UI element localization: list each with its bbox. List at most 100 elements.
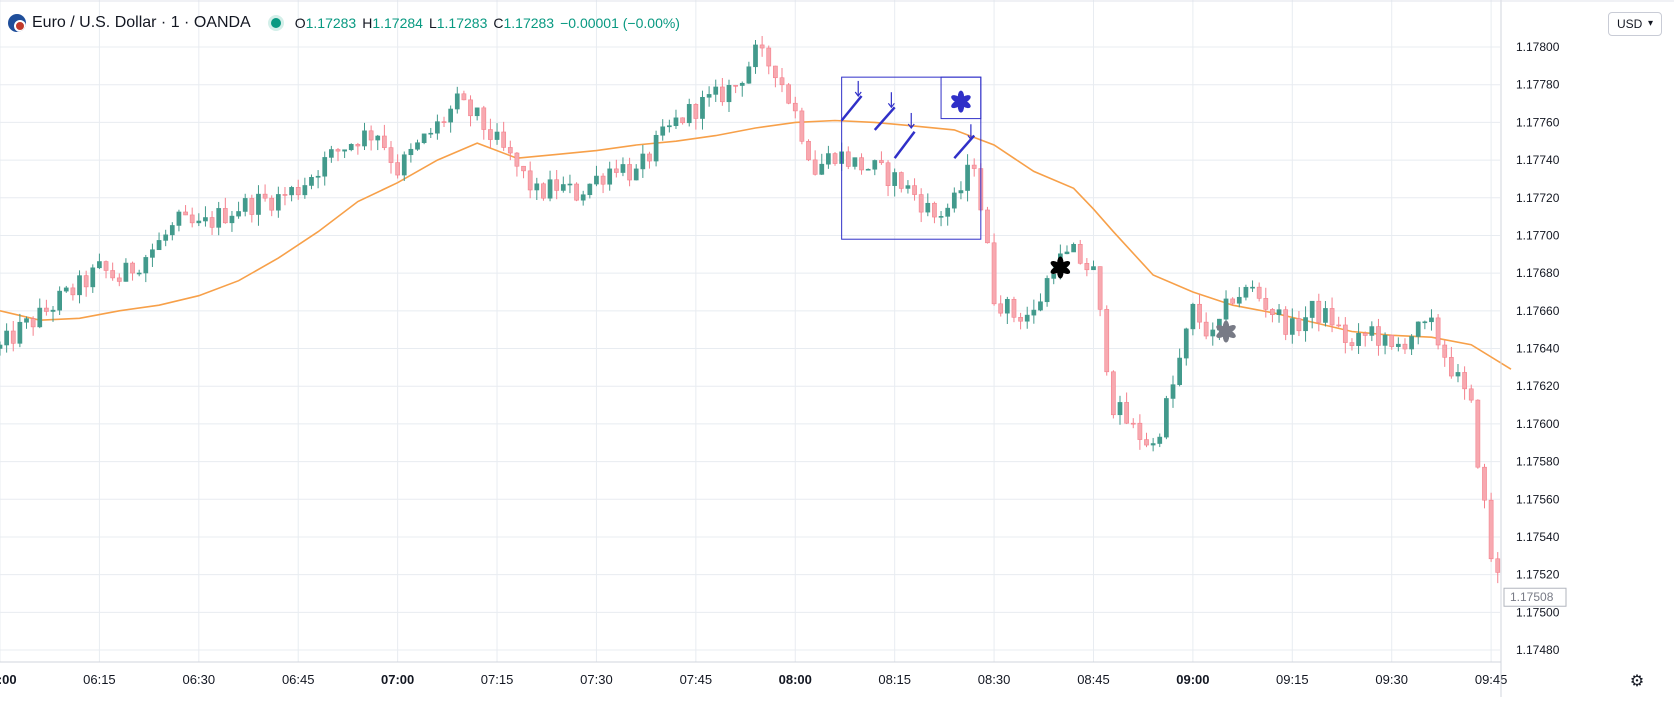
candle-body <box>700 96 705 119</box>
candle-body <box>1137 422 1143 440</box>
candle-body <box>759 44 765 49</box>
arrow-down-icon[interactable] <box>907 112 915 130</box>
legend-header: Euro / U.S. Dollar · 1 · OANDA O1.17283 … <box>8 10 680 36</box>
candle <box>1091 260 1096 271</box>
candle <box>1409 334 1414 356</box>
candle-body <box>1197 303 1202 323</box>
candle <box>1263 287 1269 318</box>
arrow-down-icon[interactable] <box>967 124 975 141</box>
candle <box>958 181 964 200</box>
candle-body <box>1323 308 1328 323</box>
candle <box>1243 284 1249 301</box>
candle-body <box>1402 343 1408 350</box>
candle <box>1349 338 1355 351</box>
ohlc-open: O1.17283 <box>294 15 357 31</box>
candle-body <box>998 303 1004 314</box>
candle <box>90 264 96 293</box>
time-tick-label: 09:15 <box>1276 672 1309 687</box>
candle <box>169 222 175 241</box>
candle-body <box>1462 372 1467 390</box>
candle <box>1097 266 1103 317</box>
candle-body <box>236 211 241 217</box>
candle-body <box>1276 309 1282 315</box>
market-status-icon[interactable] <box>270 18 281 28</box>
candle <box>713 79 719 102</box>
candle <box>1177 348 1182 387</box>
candle <box>83 270 89 297</box>
candle <box>951 187 957 213</box>
candle <box>1064 245 1070 255</box>
arrow-down-icon[interactable] <box>854 80 862 97</box>
rectangle-drawing[interactable] <box>940 76 982 120</box>
rectangle-drawing[interactable] <box>841 76 982 240</box>
candle-body <box>110 270 116 279</box>
candle-body <box>594 175 599 185</box>
arrow-down-icon[interactable] <box>887 92 895 109</box>
candle <box>1236 287 1242 308</box>
candle <box>547 170 553 202</box>
candles-layer[interactable] <box>0 36 1501 584</box>
candle-body <box>534 183 540 191</box>
candle <box>991 233 997 306</box>
candle-body <box>203 217 208 222</box>
candle-body <box>1004 299 1010 314</box>
candle <box>580 190 586 206</box>
asterisk-icon[interactable] <box>1049 256 1071 279</box>
asterisk-icon[interactable] <box>1215 320 1237 343</box>
candle <box>474 107 480 121</box>
candle-body <box>474 107 480 117</box>
candle <box>534 177 540 201</box>
candle-body <box>1031 309 1037 316</box>
trend-line-drawing[interactable] <box>840 95 863 122</box>
drawings-layer[interactable] <box>840 76 1238 343</box>
currency-button[interactable]: USD ▾ <box>1608 12 1662 36</box>
candle-body <box>1389 335 1395 347</box>
candle <box>428 127 434 139</box>
candle-body <box>222 208 228 224</box>
time-tick-label: 08:45 <box>1077 672 1110 687</box>
candle-body <box>44 307 49 312</box>
symbol-title[interactable]: Euro / U.S. Dollar · 1 · OANDA <box>32 14 251 31</box>
price-tick-label: 1.17720 <box>1516 191 1560 205</box>
candle <box>1230 297 1236 306</box>
candle <box>289 185 294 202</box>
candle-body <box>1356 333 1361 346</box>
candle <box>209 211 215 235</box>
candle-body <box>885 162 891 186</box>
candle-body <box>309 177 314 186</box>
candle <box>388 141 394 174</box>
candle <box>309 174 314 190</box>
candle <box>4 323 9 353</box>
candle-body <box>832 153 838 164</box>
candle <box>1183 327 1189 366</box>
candle <box>859 153 864 175</box>
candle-body <box>50 309 56 312</box>
candle <box>521 165 526 179</box>
candle-body <box>302 185 308 196</box>
candle-body <box>779 77 785 86</box>
price-tick-label: 1.17780 <box>1516 78 1560 92</box>
candle-body <box>242 198 248 212</box>
moving-average-line <box>0 119 1512 370</box>
candle-body <box>428 132 434 135</box>
candle-body <box>892 172 898 186</box>
price-tick-label: 1.17560 <box>1516 492 1560 506</box>
trend-line-drawing[interactable] <box>873 106 896 131</box>
trend-line-drawing[interactable] <box>893 131 916 159</box>
candle <box>799 107 805 145</box>
candle-body <box>951 192 957 209</box>
ohlc-low: L1.17283 <box>428 15 488 31</box>
candle-body <box>620 164 626 173</box>
candle-body <box>1111 371 1116 416</box>
candle-body <box>1382 335 1388 346</box>
asterisk-icon[interactable] <box>950 90 972 113</box>
candle-body <box>547 179 553 199</box>
candle-body <box>1270 309 1275 315</box>
candle <box>1382 332 1388 355</box>
currency-label: USD <box>1617 17 1643 31</box>
settings-button[interactable]: ⚙ <box>1624 670 1650 692</box>
candle-body <box>507 147 513 154</box>
candle <box>845 146 851 170</box>
